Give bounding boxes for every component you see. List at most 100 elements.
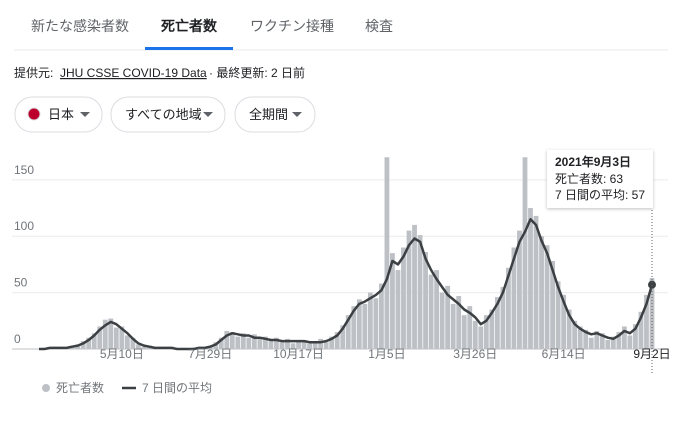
- bar: [483, 315, 489, 349]
- bar: [119, 326, 125, 349]
- tooltip-line: 7 日間の平均: 57: [555, 188, 645, 202]
- x-tick-label: 6月14日: [542, 347, 586, 361]
- filter-period[interactable]: 全期間: [234, 96, 316, 133]
- x-tick-label: 7月29日: [188, 347, 232, 361]
- bar: [113, 327, 119, 349]
- tooltip-date: 2021年9月3日: [555, 154, 631, 169]
- bar: [406, 230, 412, 349]
- bar: [517, 230, 522, 349]
- bar: [489, 309, 495, 349]
- bar: [522, 157, 528, 349]
- x-tick-label: 3月26日: [453, 347, 497, 361]
- bar: [246, 337, 252, 349]
- tab[interactable]: 新たな感染者数: [31, 18, 129, 34]
- bar: [627, 335, 633, 349]
- bar: [621, 326, 627, 349]
- filter-label: 全期間: [249, 107, 288, 122]
- bar: [268, 341, 274, 349]
- bar: [638, 311, 644, 349]
- bar: [334, 332, 340, 349]
- bar: [285, 338, 290, 349]
- x-tick-label: 10月17日: [273, 347, 324, 361]
- bar: [80, 341, 86, 349]
- bar: [566, 309, 572, 349]
- bar: [362, 303, 368, 349]
- bar: [340, 325, 346, 349]
- bar: [550, 261, 555, 349]
- bar: [633, 324, 638, 349]
- filter-japan[interactable]: 日本: [14, 96, 103, 133]
- bar: [555, 281, 561, 349]
- filter-label: すべての地域: [125, 107, 202, 122]
- bar: [456, 295, 462, 349]
- bar: [224, 330, 230, 349]
- end-point: [648, 280, 656, 289]
- bar: [240, 333, 246, 349]
- bar: [577, 326, 583, 349]
- bar: [290, 343, 296, 349]
- bar: [506, 267, 511, 349]
- y-tick-label: 0: [14, 332, 21, 346]
- source-prefix: 提供元:: [14, 65, 53, 80]
- average-line: [39, 218, 654, 351]
- bar: [511, 247, 517, 349]
- filter-label: 日本: [48, 107, 74, 122]
- bar: [494, 297, 500, 349]
- bar: [279, 342, 285, 349]
- bar: [583, 329, 589, 349]
- tab-active[interactable]: 死亡者数: [160, 18, 218, 34]
- bar: [472, 320, 478, 349]
- bar: [378, 283, 384, 349]
- legend-marker: [42, 384, 50, 392]
- bar: [434, 270, 440, 349]
- bar: [235, 336, 241, 349]
- bar: [274, 337, 279, 349]
- bar: [373, 298, 379, 349]
- bar: [412, 224, 417, 349]
- bar: [467, 306, 473, 349]
- bar: [356, 299, 362, 349]
- bar: [605, 339, 611, 349]
- filter-region[interactable]: すべての地域: [110, 96, 226, 133]
- tab[interactable]: ワクチン接種: [250, 18, 334, 34]
- bar: [108, 318, 114, 349]
- bar: [390, 253, 395, 349]
- bar: [428, 274, 434, 349]
- bar: [86, 337, 92, 349]
- bar: [91, 333, 97, 349]
- y-tick-label: 100: [14, 219, 34, 233]
- tab[interactable]: 検査: [365, 18, 393, 34]
- bar: [610, 336, 616, 349]
- bar: [616, 332, 622, 349]
- bar: [478, 326, 484, 349]
- bar: [301, 339, 307, 349]
- x-tick-label: 1月5日: [368, 347, 405, 361]
- bar: [296, 339, 301, 349]
- bar: [102, 319, 108, 349]
- source-link[interactable]: JHU CSSE COVID-19 Data: [60, 66, 207, 80]
- bar: [218, 337, 224, 349]
- bar: [136, 344, 141, 349]
- bar: [97, 326, 103, 349]
- bar: [124, 335, 130, 349]
- source-updated: · 最終更新: 2 日前: [209, 65, 305, 80]
- bar: [257, 338, 263, 349]
- bar: [599, 333, 605, 349]
- bar: [384, 157, 390, 349]
- bar: [561, 294, 567, 349]
- bar: [229, 332, 235, 349]
- bar: [528, 208, 533, 349]
- bar: [329, 336, 335, 349]
- y-tick-label: 150: [14, 163, 34, 177]
- bar: [318, 338, 324, 349]
- y-tick-label: 50: [14, 276, 28, 290]
- bar: [544, 245, 550, 349]
- bar: [367, 292, 373, 349]
- bar: [312, 341, 318, 349]
- tab-underline: [145, 47, 233, 50]
- bar: [644, 294, 649, 349]
- bar: [307, 343, 313, 349]
- tooltip: 2021年9月3日 死亡者数: 63 7 日間の平均: 57: [547, 150, 653, 208]
- bar: [423, 252, 428, 349]
